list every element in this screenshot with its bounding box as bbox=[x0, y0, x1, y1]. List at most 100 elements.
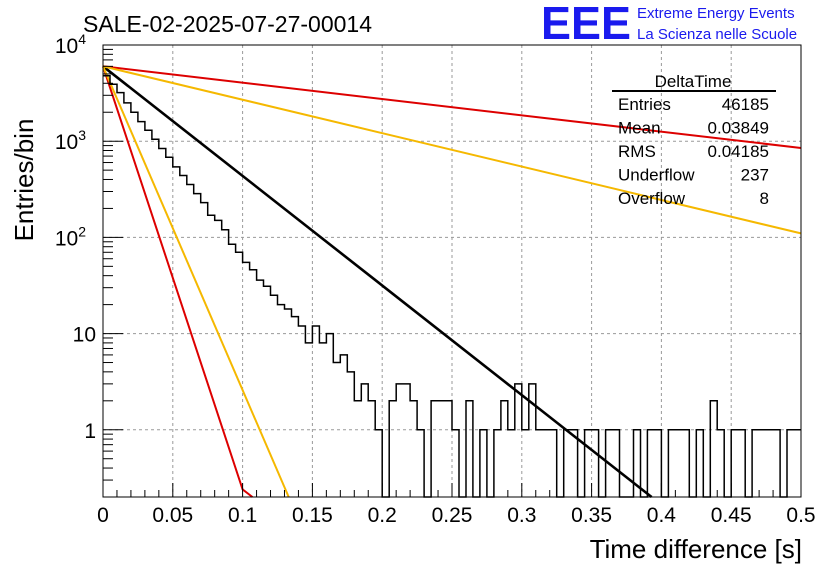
histogram-bin bbox=[368, 401, 375, 497]
histogram-bin bbox=[354, 401, 361, 497]
x-tick-label: 0.05 bbox=[152, 504, 193, 527]
x-tick-label: 0.45 bbox=[711, 504, 752, 527]
eee-logo: EEE Extreme Energy Events La Scienza nel… bbox=[541, 0, 797, 49]
x-tick-label: 0.1 bbox=[228, 504, 257, 527]
histogram-bin bbox=[675, 430, 682, 497]
histogram-bin bbox=[298, 326, 305, 497]
x-tick-label: 0.25 bbox=[432, 504, 473, 527]
stats-row-value: 0.04185 bbox=[708, 142, 769, 161]
histogram-bin bbox=[326, 334, 333, 497]
histogram-bin bbox=[145, 130, 152, 497]
red-shallow-fit bbox=[102, 65, 802, 149]
histogram-bin bbox=[682, 430, 689, 497]
stats-box: DeltaTime Entries 46185 Mean 0.03849 RMS 0.04… bbox=[612, 72, 776, 208]
stats-row-label: Underflow bbox=[618, 166, 695, 185]
histogram-bin bbox=[208, 215, 215, 497]
histogram-bin bbox=[508, 430, 515, 497]
y-tick-base: 10 bbox=[55, 227, 78, 250]
y-tick-label: 10 bbox=[73, 324, 96, 347]
y-tick-label: 103 bbox=[55, 127, 86, 154]
histogram-bin bbox=[403, 384, 410, 497]
axis-ticks bbox=[102, 44, 802, 497]
histogram-bin bbox=[606, 430, 613, 497]
histogram-bin bbox=[173, 167, 180, 497]
black-fit bbox=[102, 65, 653, 499]
histogram-bin bbox=[222, 230, 229, 497]
x-tick-label: 0.2 bbox=[368, 504, 397, 527]
stats-row-value: 237 bbox=[741, 166, 769, 185]
logo-line-1: Extreme Energy Events bbox=[637, 5, 795, 22]
histogram-bin bbox=[550, 430, 557, 497]
histogram-bin bbox=[717, 430, 724, 497]
histogram-bin bbox=[201, 203, 208, 497]
x-tick-label: 0.35 bbox=[571, 504, 612, 527]
histogram-bin bbox=[480, 430, 487, 497]
histogram-bin bbox=[452, 430, 459, 497]
stats-row-label: Entries bbox=[618, 95, 671, 114]
histogram-bin bbox=[396, 384, 403, 497]
stats-row-label: RMS bbox=[618, 142, 656, 161]
histogram-bin bbox=[284, 309, 291, 497]
histogram-bin bbox=[347, 372, 354, 497]
histogram-bin bbox=[138, 122, 145, 497]
y-tick-exponent: 3 bbox=[78, 127, 86, 143]
histogram-bin bbox=[564, 430, 571, 497]
yellow-steep-fit bbox=[102, 65, 290, 498]
stats-row-label: Mean bbox=[618, 119, 661, 138]
histogram-bin bbox=[668, 430, 675, 497]
histogram-bin bbox=[759, 430, 766, 497]
y-axis-label: Entries/bin bbox=[9, 119, 39, 242]
histogram-bin bbox=[194, 194, 201, 497]
histogram-bin bbox=[243, 262, 250, 497]
histogram-bin bbox=[445, 401, 452, 497]
histogram-bin bbox=[166, 157, 173, 497]
histogram-bin bbox=[543, 430, 550, 497]
y-tick-exponent: 4 bbox=[78, 31, 86, 47]
histogram-bin bbox=[773, 430, 780, 497]
histogram-bin bbox=[319, 343, 326, 497]
stats-row-value: 46185 bbox=[722, 95, 769, 114]
histogram-bin bbox=[110, 84, 117, 497]
histogram-bin bbox=[152, 139, 159, 497]
histogram-bin bbox=[731, 430, 738, 497]
histogram-bin bbox=[131, 112, 138, 497]
histogram-bin bbox=[515, 384, 522, 497]
logo-mark: EEE bbox=[541, 0, 631, 49]
histogram-bin bbox=[738, 430, 745, 497]
x-tick-labels: 0 0.05 0.1 0.15 0.2 0.25 0.3 0.35 0.4 0.45 0.5 bbox=[97, 504, 815, 527]
histogram-bin bbox=[633, 430, 640, 497]
histogram-bin bbox=[375, 430, 382, 497]
histogram-bin bbox=[501, 401, 508, 497]
histogram-bin bbox=[696, 430, 703, 497]
histogram-bin bbox=[466, 401, 473, 497]
histogram-bin bbox=[229, 244, 236, 497]
histogram-bin bbox=[124, 103, 131, 497]
histogram-bin bbox=[431, 401, 438, 497]
stats-row-value: 0.03849 bbox=[708, 119, 769, 138]
x-tick-label: 0.5 bbox=[786, 504, 815, 527]
histogram-bin bbox=[794, 430, 801, 497]
histogram-bin bbox=[647, 430, 654, 497]
histogram-bin bbox=[417, 430, 424, 497]
histogram-bin bbox=[333, 363, 340, 497]
y-tick-base: 10 bbox=[73, 324, 96, 347]
histogram-bin bbox=[278, 305, 285, 497]
y-tick-label: 1 bbox=[84, 420, 96, 443]
stats-row-value: 8 bbox=[760, 189, 769, 208]
logo-line-2: La Scienza nelle Scuole bbox=[637, 26, 797, 43]
histogram-bin bbox=[215, 220, 222, 497]
histogram-bin bbox=[187, 184, 194, 497]
histogram-bin bbox=[536, 430, 543, 497]
stats-row-label: Overflow bbox=[618, 189, 686, 208]
histogram-bin bbox=[571, 430, 578, 497]
y-tick-base: 10 bbox=[55, 35, 78, 58]
histogram-bin bbox=[592, 430, 599, 497]
histogram-bin bbox=[250, 270, 257, 497]
histogram-bin bbox=[340, 355, 347, 497]
y-tick-label: 102 bbox=[55, 223, 86, 250]
x-tick-label: 0.15 bbox=[292, 504, 333, 527]
x-tick-label: 0.3 bbox=[507, 504, 536, 527]
x-axis-label: Time difference [s] bbox=[590, 534, 802, 564]
histogram-bin bbox=[257, 280, 264, 497]
